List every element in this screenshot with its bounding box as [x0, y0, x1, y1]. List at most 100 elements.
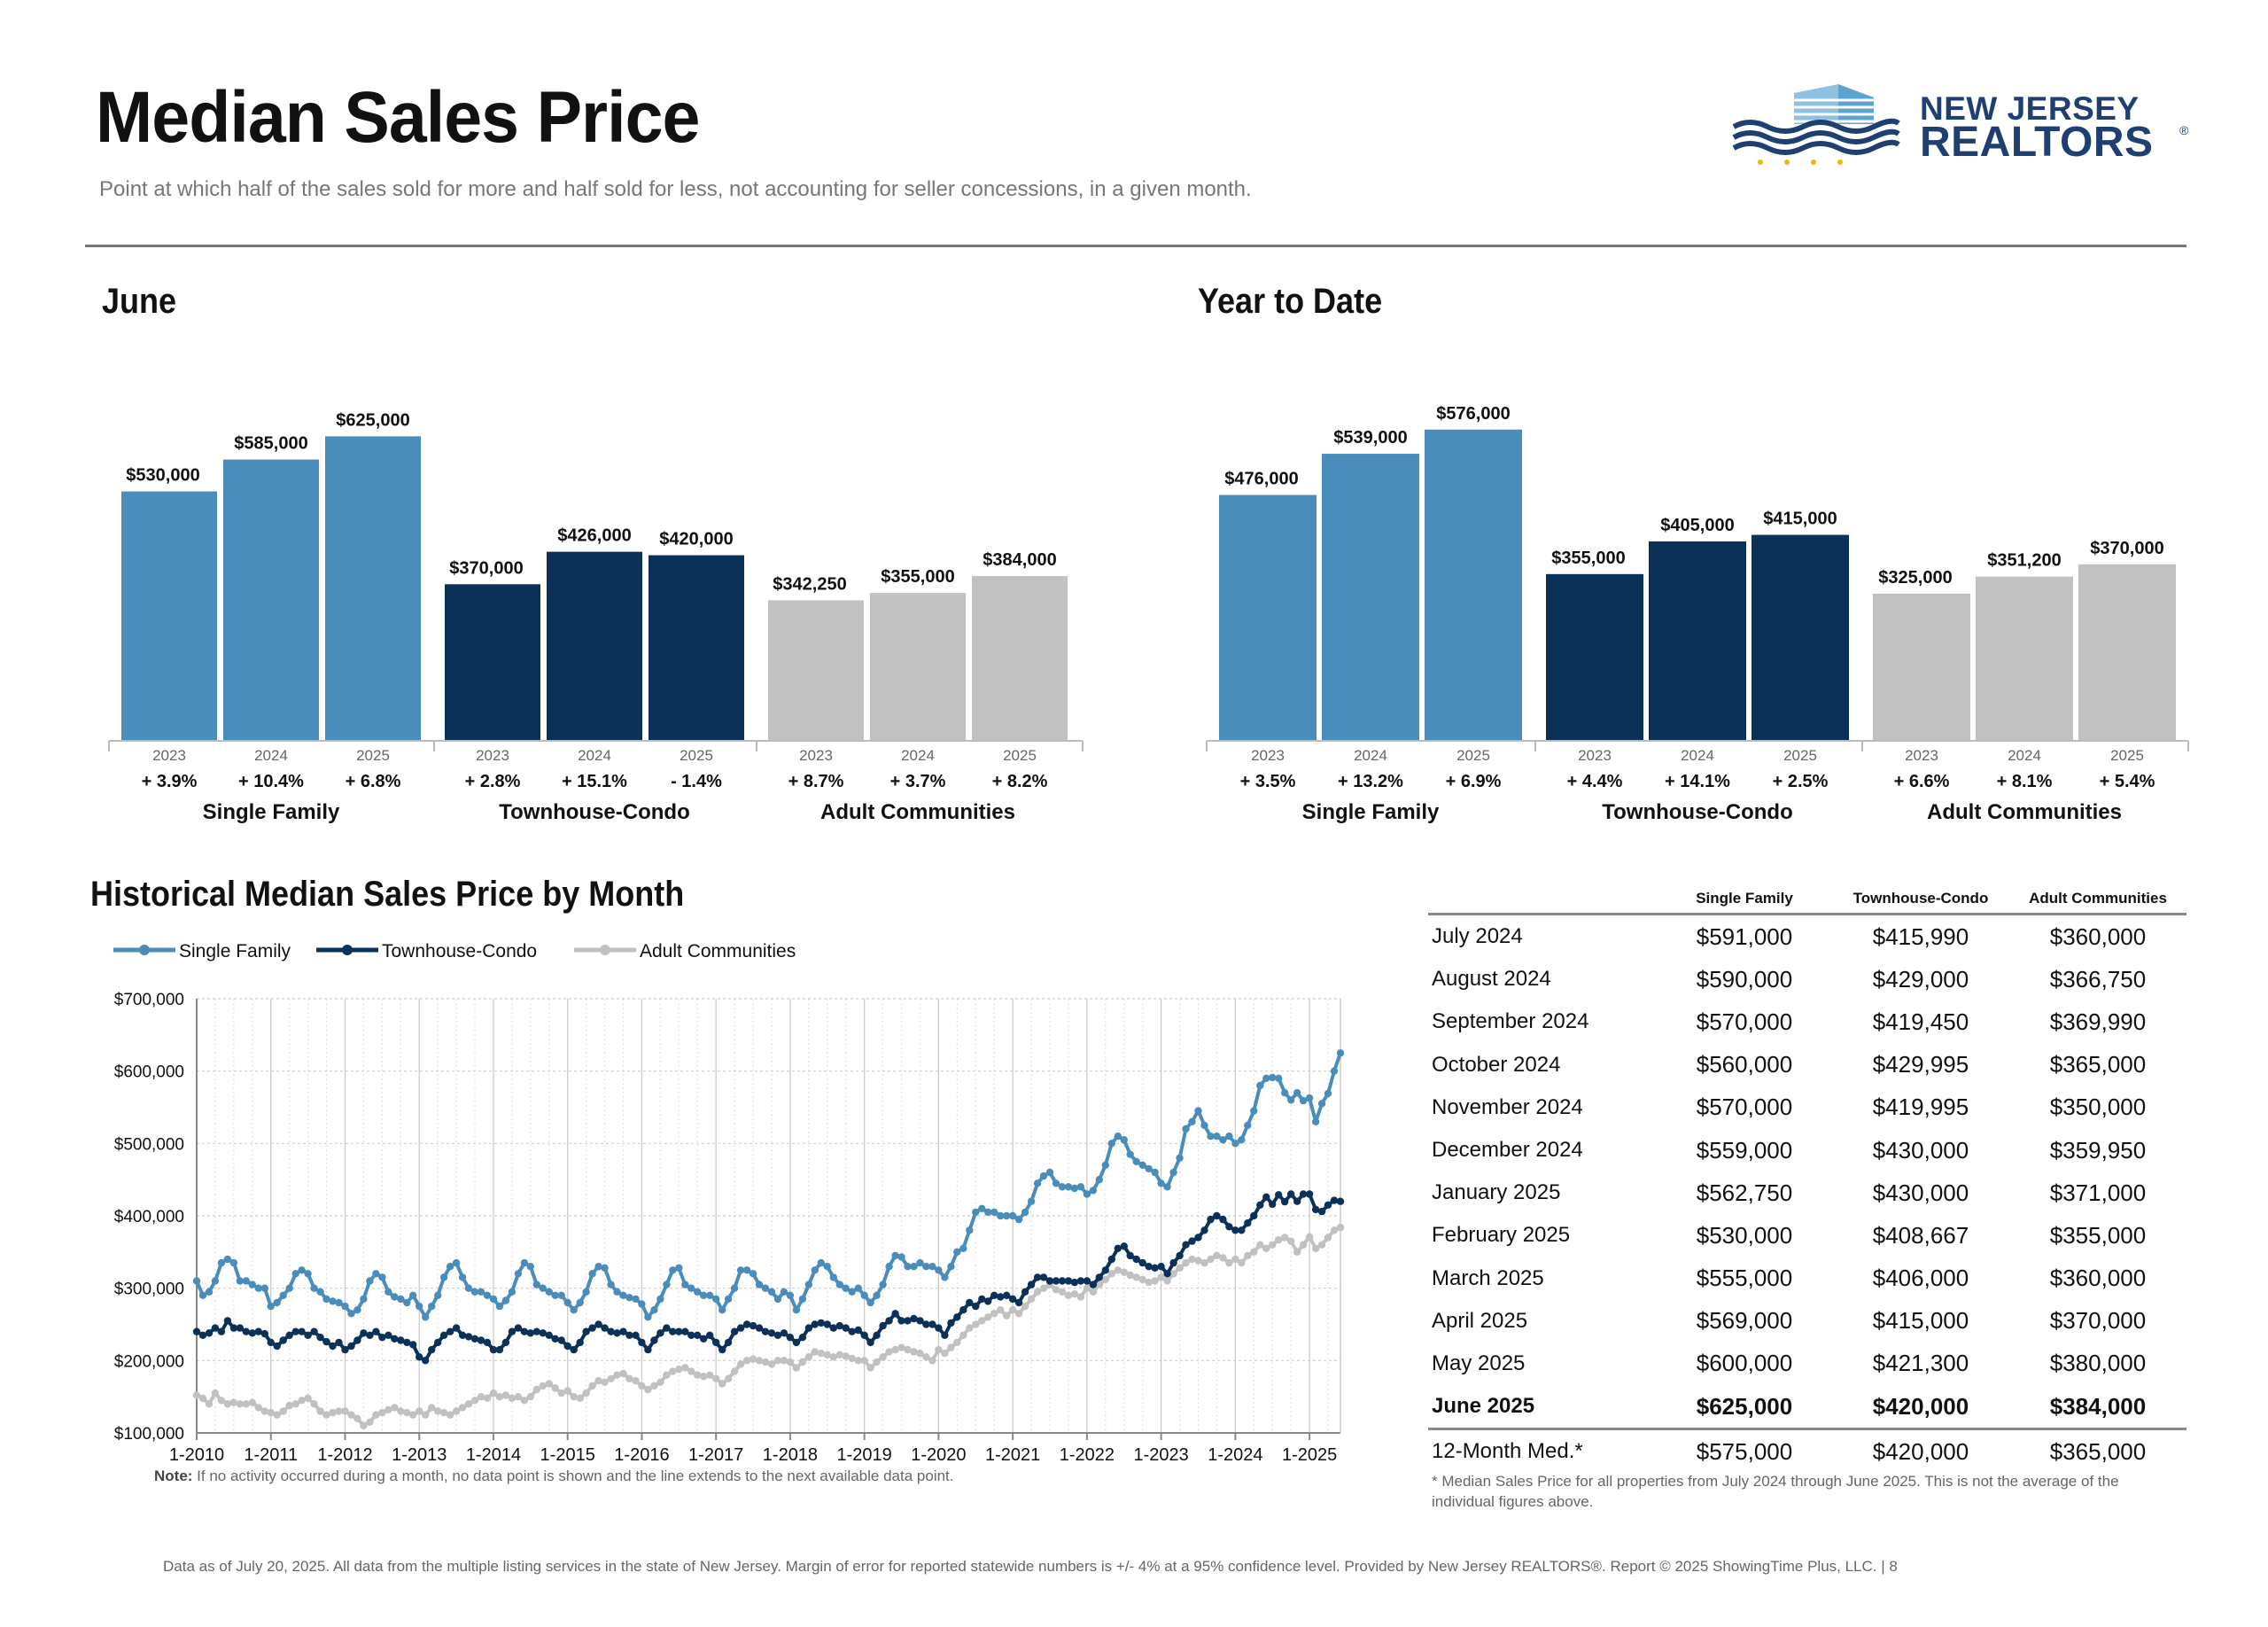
- series-point-townhouse-condo: [879, 1321, 887, 1330]
- ytd-bar-townhouse-condo-2023: [1546, 573, 1643, 741]
- series-point-townhouse-condo: [1182, 1241, 1190, 1249]
- legend-marker-townhouse-condo: [342, 945, 353, 955]
- series-point-townhouse-condo: [223, 1317, 232, 1325]
- series-point-adult-communities: [446, 1411, 454, 1419]
- series-point-townhouse-condo: [736, 1324, 745, 1332]
- series-point-townhouse-condo: [360, 1329, 368, 1337]
- series-point-adult-communities: [1324, 1234, 1332, 1242]
- series-point-adult-communities: [192, 1391, 201, 1399]
- series-point-adult-communities: [687, 1367, 695, 1375]
- series-point-adult-communities: [953, 1338, 961, 1347]
- x-tick-label: 1-2021: [985, 1445, 1040, 1465]
- series-point-townhouse-condo: [1231, 1226, 1239, 1234]
- series-point-single-family: [1287, 1096, 1295, 1104]
- series-point-adult-communities: [1070, 1290, 1079, 1298]
- series-point-adult-communities: [316, 1407, 324, 1415]
- june-year-label: 2025: [1003, 747, 1037, 764]
- series-point-adult-communities: [310, 1400, 318, 1408]
- series-point-adult-communities: [904, 1345, 912, 1354]
- series-point-adult-communities: [1052, 1286, 1060, 1294]
- series-point-adult-communities: [260, 1407, 268, 1415]
- series-point-single-family: [1126, 1150, 1134, 1158]
- series-point-single-family: [700, 1291, 708, 1299]
- series-point-single-family: [329, 1297, 337, 1305]
- series-point-adult-communities: [1213, 1251, 1221, 1260]
- series-point-townhouse-condo: [681, 1327, 689, 1335]
- series-point-townhouse-condo: [316, 1334, 324, 1342]
- series-point-townhouse-condo: [990, 1291, 998, 1299]
- history-header-townhouse-condo: Townhouse-Condo: [1832, 886, 2009, 915]
- series-point-adult-communities: [879, 1353, 887, 1361]
- header-divider: [85, 245, 2186, 247]
- series-point-single-family: [625, 1294, 633, 1302]
- series-point-single-family: [310, 1284, 318, 1292]
- series-point-adult-communities: [736, 1360, 745, 1368]
- series-point-townhouse-condo: [1330, 1196, 1339, 1204]
- series-point-adult-communities: [514, 1393, 523, 1401]
- june-change-label: + 8.7%: [788, 772, 844, 791]
- series-point-single-family: [706, 1291, 714, 1299]
- series-point-single-family: [1336, 1049, 1345, 1057]
- series-point-adult-communities: [910, 1348, 918, 1356]
- series-point-adult-communities: [1250, 1248, 1258, 1256]
- series-point-single-family: [557, 1291, 565, 1299]
- series-point-single-family: [248, 1281, 256, 1288]
- series-point-single-family: [291, 1270, 299, 1278]
- history-table-row: February 2025 $530,000 $408,667 $355,000: [1428, 1214, 2186, 1257]
- series-point-single-family: [452, 1258, 461, 1267]
- june-bar-single-family-2024: [223, 459, 319, 741]
- series-point-single-family: [804, 1281, 813, 1288]
- townhouse-condo-cell: $406,000: [1872, 1265, 1969, 1292]
- series-point-single-family: [1269, 1073, 1277, 1082]
- series-point-adult-communities: [1219, 1254, 1227, 1262]
- series-point-townhouse-condo: [638, 1338, 646, 1347]
- series-point-adult-communities: [223, 1400, 232, 1408]
- june-change-label: + 8.2%: [992, 772, 1048, 791]
- series-point-townhouse-condo: [706, 1331, 714, 1339]
- townhouse-condo-cell: $429,000: [1872, 965, 1969, 993]
- ytd-year-label: 2023: [1578, 747, 1612, 764]
- x-tick-label: 1-2014: [466, 1445, 521, 1465]
- series-point-townhouse-condo: [984, 1297, 992, 1305]
- series-point-single-family: [242, 1277, 250, 1285]
- series-point-townhouse-condo: [594, 1320, 602, 1328]
- page-subtitle: Point at which half of the sales sold fo…: [99, 177, 1252, 201]
- townhouse-condo-cell: $415,990: [1872, 922, 1969, 950]
- series-point-single-family: [1238, 1136, 1246, 1144]
- x-tick-label: 1-2013: [392, 1445, 447, 1465]
- series-point-townhouse-condo: [372, 1327, 380, 1335]
- townhouse-condo-cell: $430,000: [1872, 1136, 1969, 1164]
- series-point-single-family: [483, 1291, 492, 1299]
- series-point-adult-communities: [972, 1320, 980, 1328]
- series-point-adult-communities: [1132, 1273, 1140, 1281]
- series-point-adult-communities: [229, 1398, 238, 1406]
- series-point-adult-communities: [897, 1343, 905, 1351]
- x-tick-label: 1-2018: [763, 1445, 818, 1465]
- series-point-single-family: [594, 1263, 602, 1271]
- series-point-single-family: [464, 1284, 473, 1292]
- series-point-adult-communities: [798, 1358, 807, 1366]
- series-point-adult-communities: [1107, 1270, 1116, 1278]
- series-point-townhouse-condo: [477, 1336, 485, 1344]
- series-point-single-family: [341, 1302, 349, 1311]
- series-point-townhouse-condo: [978, 1295, 986, 1304]
- series-point-adult-communities: [730, 1367, 739, 1375]
- ytd-year-label: 2025: [1783, 747, 1817, 764]
- june-section-title: June: [102, 282, 177, 321]
- ytd-value-label: $539,000: [1333, 428, 1407, 448]
- series-point-townhouse-condo: [464, 1333, 473, 1341]
- series-point-townhouse-condo: [304, 1331, 312, 1339]
- adult-communities-cell: $369,990: [2049, 1008, 2147, 1035]
- single-family-cell: $560,000: [1696, 1051, 1793, 1078]
- series-point-townhouse-condo: [1207, 1215, 1215, 1224]
- series-point-townhouse-condo: [1014, 1298, 1023, 1307]
- series-point-adult-communities: [848, 1354, 856, 1363]
- series-point-adult-communities: [1101, 1275, 1110, 1284]
- series-point-adult-communities: [489, 1389, 498, 1397]
- series-point-adult-communities: [458, 1404, 467, 1412]
- series-point-townhouse-condo: [1145, 1263, 1153, 1271]
- series-point-single-family: [1275, 1074, 1283, 1082]
- series-point-adult-communities: [780, 1357, 788, 1365]
- series-point-single-family: [972, 1208, 980, 1217]
- series-point-single-family: [749, 1270, 757, 1278]
